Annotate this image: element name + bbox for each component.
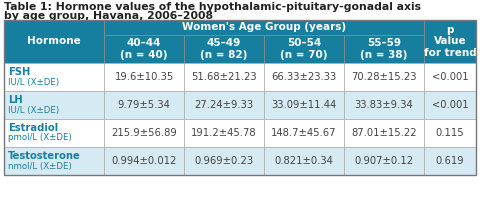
Text: 33.83±9.34: 33.83±9.34 — [355, 100, 413, 110]
Text: 50–54
(n = 70): 50–54 (n = 70) — [280, 38, 328, 60]
Bar — [4, 20, 476, 175]
Bar — [184, 119, 264, 147]
Bar — [424, 91, 476, 119]
Text: p
Value
for trend: p Value for trend — [424, 25, 476, 58]
Text: <0.001: <0.001 — [432, 100, 468, 110]
Bar — [184, 147, 264, 175]
Text: 0.969±0.23: 0.969±0.23 — [194, 156, 253, 166]
Bar — [184, 35, 264, 63]
Text: 148.7±45.67: 148.7±45.67 — [271, 128, 337, 138]
Bar — [4, 20, 104, 63]
Bar — [344, 91, 424, 119]
Text: 0.115: 0.115 — [436, 128, 464, 138]
Bar — [104, 147, 184, 175]
Text: 191.2±45.78: 191.2±45.78 — [191, 128, 257, 138]
Text: 51.68±21.23: 51.68±21.23 — [191, 72, 257, 82]
Bar — [4, 91, 104, 119]
Text: 45–49
(n = 82): 45–49 (n = 82) — [200, 38, 248, 60]
Text: FSH: FSH — [8, 67, 30, 77]
Bar — [264, 35, 344, 63]
Bar — [264, 91, 344, 119]
Bar — [4, 147, 104, 175]
Bar — [104, 63, 184, 91]
Bar — [424, 119, 476, 147]
Text: 0.619: 0.619 — [436, 156, 464, 166]
Text: Testosterone: Testosterone — [8, 151, 81, 161]
Text: 33.09±11.44: 33.09±11.44 — [271, 100, 336, 110]
Text: IU/L (X±DE): IU/L (X±DE) — [8, 105, 59, 115]
Text: Hormone: Hormone — [27, 36, 81, 46]
Text: 66.33±23.33: 66.33±23.33 — [271, 72, 336, 82]
Text: 70.28±15.23: 70.28±15.23 — [351, 72, 417, 82]
Bar — [424, 20, 476, 63]
Bar — [344, 63, 424, 91]
Bar — [4, 63, 104, 91]
Text: 40–44
(n = 40): 40–44 (n = 40) — [120, 38, 168, 60]
Bar — [424, 63, 476, 91]
Text: 215.9±56.89: 215.9±56.89 — [111, 128, 177, 138]
Text: Women's Age Group (years): Women's Age Group (years) — [182, 23, 346, 33]
Text: 19.6±10.35: 19.6±10.35 — [114, 72, 174, 82]
Text: by age group, Havana, 2006–2008: by age group, Havana, 2006–2008 — [4, 11, 213, 21]
Bar — [264, 63, 344, 91]
Text: 55–59
(n = 38): 55–59 (n = 38) — [360, 38, 408, 60]
Text: pmol/L (X±DE): pmol/L (X±DE) — [8, 133, 72, 143]
Bar — [344, 35, 424, 63]
Text: 0.994±0.012: 0.994±0.012 — [111, 156, 177, 166]
Bar — [4, 119, 104, 147]
Text: IU/L (X±DE): IU/L (X±DE) — [8, 77, 59, 87]
Bar — [184, 63, 264, 91]
Text: LH: LH — [8, 95, 23, 105]
Text: nmol/L (X±DE): nmol/L (X±DE) — [8, 161, 72, 171]
Bar — [104, 91, 184, 119]
Bar — [344, 119, 424, 147]
Text: Estradiol: Estradiol — [8, 123, 58, 133]
Bar — [264, 147, 344, 175]
Text: 9.79±5.34: 9.79±5.34 — [118, 100, 170, 110]
Text: 0.907±0.12: 0.907±0.12 — [354, 156, 414, 166]
Bar — [184, 91, 264, 119]
Text: <0.001: <0.001 — [432, 72, 468, 82]
Bar — [104, 20, 424, 35]
Text: 27.24±9.33: 27.24±9.33 — [194, 100, 253, 110]
Bar — [424, 147, 476, 175]
Text: 87.01±15.22: 87.01±15.22 — [351, 128, 417, 138]
Bar — [104, 119, 184, 147]
Text: Table 1: Hormone values of the hypothalamic-pituitary-gonadal axis: Table 1: Hormone values of the hypothala… — [4, 2, 421, 12]
Text: 0.821±0.34: 0.821±0.34 — [275, 156, 334, 166]
Bar — [344, 147, 424, 175]
Bar — [264, 119, 344, 147]
Bar — [104, 35, 184, 63]
